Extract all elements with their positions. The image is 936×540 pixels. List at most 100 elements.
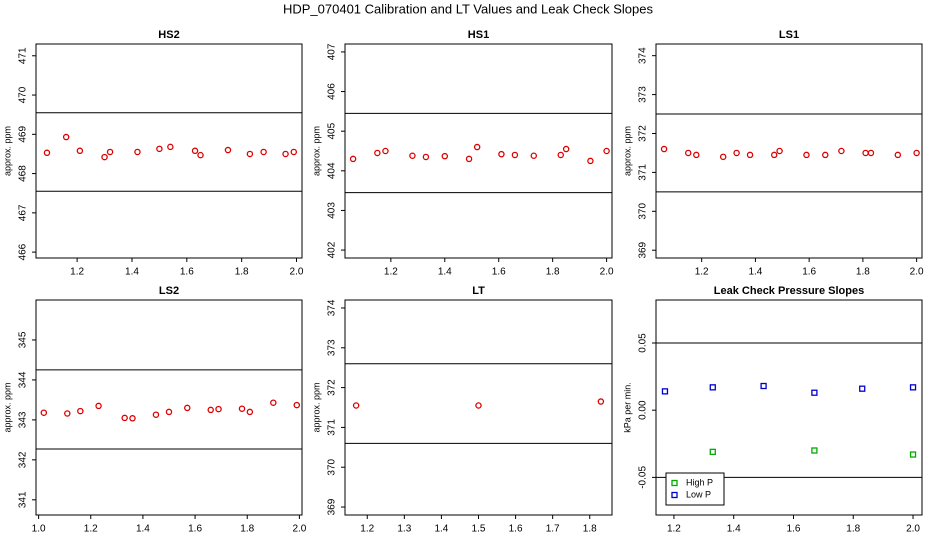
y-axis-label: approx. ppm <box>311 382 321 432</box>
point <box>894 151 902 159</box>
point <box>867 149 875 157</box>
point <box>270 399 277 406</box>
legend-box <box>665 472 725 506</box>
y-tick-label: 343 <box>18 411 29 428</box>
x-tick-label: 1.4 <box>136 524 150 535</box>
x-tick-label: 1.3 <box>397 524 411 535</box>
x-tick-label: 1.6 <box>180 267 194 278</box>
point <box>562 145 570 153</box>
point <box>859 385 866 392</box>
y-tick-label: 0.05 <box>638 333 649 353</box>
point <box>838 147 845 155</box>
y-axis-label: approx. ppm <box>2 382 12 432</box>
y-tick-label: 467 <box>18 204 29 221</box>
x-tick-label: 1.6 <box>509 524 523 535</box>
point <box>913 149 920 157</box>
y-tick-label: 405 <box>327 122 338 139</box>
x-tick-label: 1.6 <box>787 524 801 535</box>
x-tick-label: 1.0 <box>32 524 46 535</box>
y-tick-label: 345 <box>18 331 29 348</box>
point <box>661 388 669 395</box>
point <box>197 151 204 159</box>
point <box>719 153 727 161</box>
point <box>684 149 692 157</box>
panel-title: LS2 <box>159 285 179 297</box>
point <box>106 148 114 156</box>
x-tick-label: 1.8 <box>856 267 870 278</box>
plot-frame <box>655 299 923 516</box>
y-tick-label: 402 <box>327 241 338 258</box>
y-tick-label: 466 <box>18 243 29 260</box>
point <box>475 402 482 409</box>
x-tick-label: 1.4 <box>727 524 741 535</box>
y-tick-label: 406 <box>327 83 338 100</box>
x-tick-label: 2.0 <box>910 267 924 278</box>
point <box>862 149 869 157</box>
point <box>290 148 298 156</box>
panel-title: HS2 <box>158 29 179 41</box>
x-tick-label: 1.6 <box>802 267 816 278</box>
point <box>709 384 716 391</box>
point <box>776 147 783 155</box>
point <box>121 414 128 422</box>
point <box>191 147 199 155</box>
point <box>246 408 254 416</box>
y-axis-label: kPa per min. <box>622 382 632 433</box>
y-tick-label: 404 <box>327 162 338 179</box>
point <box>909 384 917 391</box>
point <box>422 153 430 161</box>
plot-frame <box>655 43 923 259</box>
point <box>603 147 610 155</box>
point <box>352 402 360 409</box>
panel-title: LT <box>472 285 485 297</box>
point <box>733 149 740 157</box>
y-axis-label: approx. ppm <box>2 126 12 176</box>
point <box>167 143 174 151</box>
y-tick-label: 369 <box>638 241 649 258</box>
y-tick-label: 468 <box>18 165 29 182</box>
figure-title: HDP_070401 Calibration and LT Values and… <box>283 1 654 16</box>
y-tick-label: 372 <box>327 379 338 396</box>
y-tick-label: 470 <box>18 86 29 103</box>
point <box>238 405 246 412</box>
point <box>693 151 700 159</box>
point <box>597 398 605 405</box>
plot-frame <box>35 299 303 516</box>
point <box>76 147 84 155</box>
point <box>909 451 917 458</box>
y-tick-label: 344 <box>18 371 29 388</box>
legend-swatch <box>671 491 678 499</box>
point <box>134 148 141 156</box>
point <box>77 407 84 415</box>
x-tick-label: 1.2 <box>695 267 709 278</box>
panel-title: HS1 <box>468 29 489 41</box>
point <box>101 153 108 161</box>
point <box>62 133 70 141</box>
point <box>770 151 778 159</box>
x-tick-label: 1.8 <box>240 524 254 535</box>
point <box>465 155 473 163</box>
legend-label: High P <box>686 477 713 487</box>
point <box>409 152 416 160</box>
point <box>129 415 136 422</box>
plot-frame <box>344 43 613 259</box>
point <box>215 405 222 413</box>
x-tick-label: 2.0 <box>600 267 614 278</box>
x-tick-label: 1.4 <box>748 267 762 278</box>
y-axis-label: approx. ppm <box>311 126 321 176</box>
point <box>498 150 505 158</box>
point <box>530 152 538 160</box>
x-tick-label: 1.7 <box>546 524 560 535</box>
y-tick-label: 374 <box>638 47 649 64</box>
point <box>660 145 668 153</box>
y-tick-label: 403 <box>327 202 338 219</box>
point <box>246 150 254 158</box>
y-tick-label: 370 <box>327 458 338 475</box>
y-tick-label: -0.05 <box>638 466 649 489</box>
x-tick-label: 2.0 <box>292 524 306 535</box>
x-tick-label: 1.8 <box>546 267 560 278</box>
point <box>152 411 160 418</box>
y-axis-label: approx. ppm <box>622 126 632 176</box>
y-tick-label: 372 <box>638 125 649 142</box>
